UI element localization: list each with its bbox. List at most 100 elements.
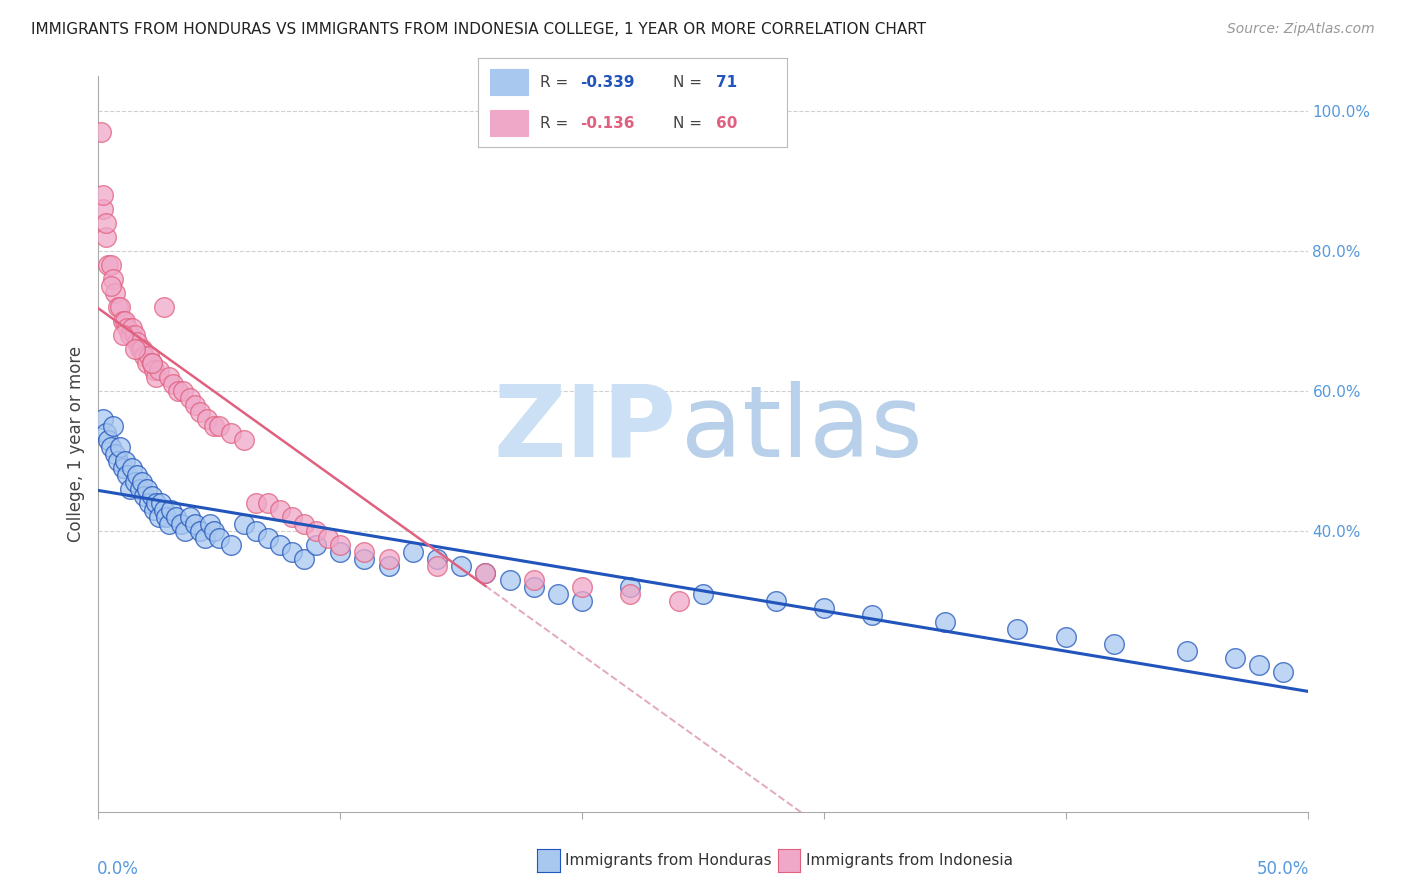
Point bbox=[101, 419, 124, 434]
Point bbox=[329, 545, 352, 559]
Point bbox=[114, 454, 136, 468]
Point bbox=[97, 258, 120, 272]
Point bbox=[104, 447, 127, 461]
Point bbox=[813, 601, 835, 615]
Point bbox=[143, 503, 166, 517]
Point bbox=[111, 461, 134, 475]
Text: ZIP: ZIP bbox=[494, 381, 676, 477]
Point bbox=[184, 517, 207, 532]
Point bbox=[157, 370, 180, 384]
Point bbox=[523, 574, 546, 588]
Point bbox=[426, 552, 449, 566]
Point bbox=[523, 581, 546, 595]
Point bbox=[141, 356, 163, 370]
Point bbox=[353, 552, 375, 566]
Point bbox=[194, 532, 217, 546]
Point bbox=[232, 517, 254, 532]
Point bbox=[316, 532, 339, 546]
Point bbox=[135, 356, 157, 370]
Point bbox=[135, 483, 157, 497]
Point bbox=[141, 489, 163, 503]
Point bbox=[1223, 650, 1246, 665]
Point bbox=[204, 419, 226, 434]
Point bbox=[245, 496, 267, 510]
Point bbox=[426, 559, 449, 574]
Bar bbox=[491, 110, 527, 136]
Point bbox=[107, 300, 129, 314]
Point bbox=[934, 615, 956, 630]
Point bbox=[145, 370, 167, 384]
Point bbox=[124, 342, 146, 356]
Point bbox=[94, 426, 117, 441]
Point bbox=[148, 363, 170, 377]
Point bbox=[162, 377, 184, 392]
Point bbox=[101, 272, 124, 286]
Point bbox=[91, 412, 114, 426]
Point bbox=[107, 454, 129, 468]
Point bbox=[138, 349, 160, 363]
Point bbox=[117, 468, 139, 483]
Point bbox=[145, 496, 167, 510]
Point bbox=[221, 538, 243, 552]
Point bbox=[167, 384, 190, 399]
Point bbox=[117, 321, 139, 335]
Point bbox=[692, 587, 714, 601]
Point bbox=[165, 510, 187, 524]
Point bbox=[571, 594, 593, 608]
Point bbox=[141, 356, 163, 370]
Point bbox=[269, 503, 291, 517]
Point bbox=[111, 314, 134, 328]
Point bbox=[174, 524, 197, 539]
Point bbox=[114, 314, 136, 328]
Point bbox=[90, 125, 112, 139]
Point bbox=[143, 363, 166, 377]
Point bbox=[474, 566, 496, 581]
Point bbox=[204, 524, 226, 539]
Point bbox=[619, 581, 641, 595]
Text: N =: N = bbox=[673, 116, 707, 130]
Point bbox=[179, 391, 201, 405]
Point bbox=[131, 342, 153, 356]
Point bbox=[292, 517, 315, 532]
Point bbox=[450, 559, 472, 574]
Point bbox=[108, 300, 131, 314]
Point bbox=[281, 510, 304, 524]
Point bbox=[208, 419, 231, 434]
Point bbox=[198, 517, 221, 532]
Point bbox=[765, 594, 787, 608]
Text: N =: N = bbox=[673, 75, 707, 89]
Point bbox=[377, 552, 399, 566]
Point bbox=[124, 475, 146, 490]
Point bbox=[184, 398, 207, 412]
Text: 60: 60 bbox=[716, 116, 738, 130]
Point bbox=[152, 300, 174, 314]
Text: 0.0%: 0.0% bbox=[97, 860, 139, 878]
Point bbox=[134, 349, 156, 363]
Point bbox=[100, 279, 122, 293]
Point bbox=[256, 496, 278, 510]
Point bbox=[131, 475, 153, 490]
Point bbox=[91, 202, 114, 216]
Point bbox=[138, 496, 160, 510]
Point bbox=[188, 524, 211, 539]
Point bbox=[860, 608, 883, 623]
Point bbox=[118, 328, 141, 343]
Point bbox=[100, 258, 122, 272]
Point bbox=[152, 503, 174, 517]
Point bbox=[128, 342, 150, 356]
Point bbox=[1175, 643, 1198, 657]
Point bbox=[474, 566, 496, 581]
Point bbox=[94, 216, 117, 230]
Point bbox=[1272, 665, 1295, 679]
Text: 71: 71 bbox=[716, 75, 737, 89]
Point bbox=[619, 587, 641, 601]
Text: IMMIGRANTS FROM HONDURAS VS IMMIGRANTS FROM INDONESIA COLLEGE, 1 YEAR OR MORE CO: IMMIGRANTS FROM HONDURAS VS IMMIGRANTS F… bbox=[31, 22, 927, 37]
Point bbox=[305, 538, 328, 552]
Point bbox=[111, 328, 134, 343]
Point bbox=[108, 440, 131, 454]
Point bbox=[1249, 657, 1271, 672]
Point bbox=[128, 483, 150, 497]
Point bbox=[1007, 623, 1029, 637]
Point bbox=[172, 384, 194, 399]
Point bbox=[97, 434, 120, 448]
